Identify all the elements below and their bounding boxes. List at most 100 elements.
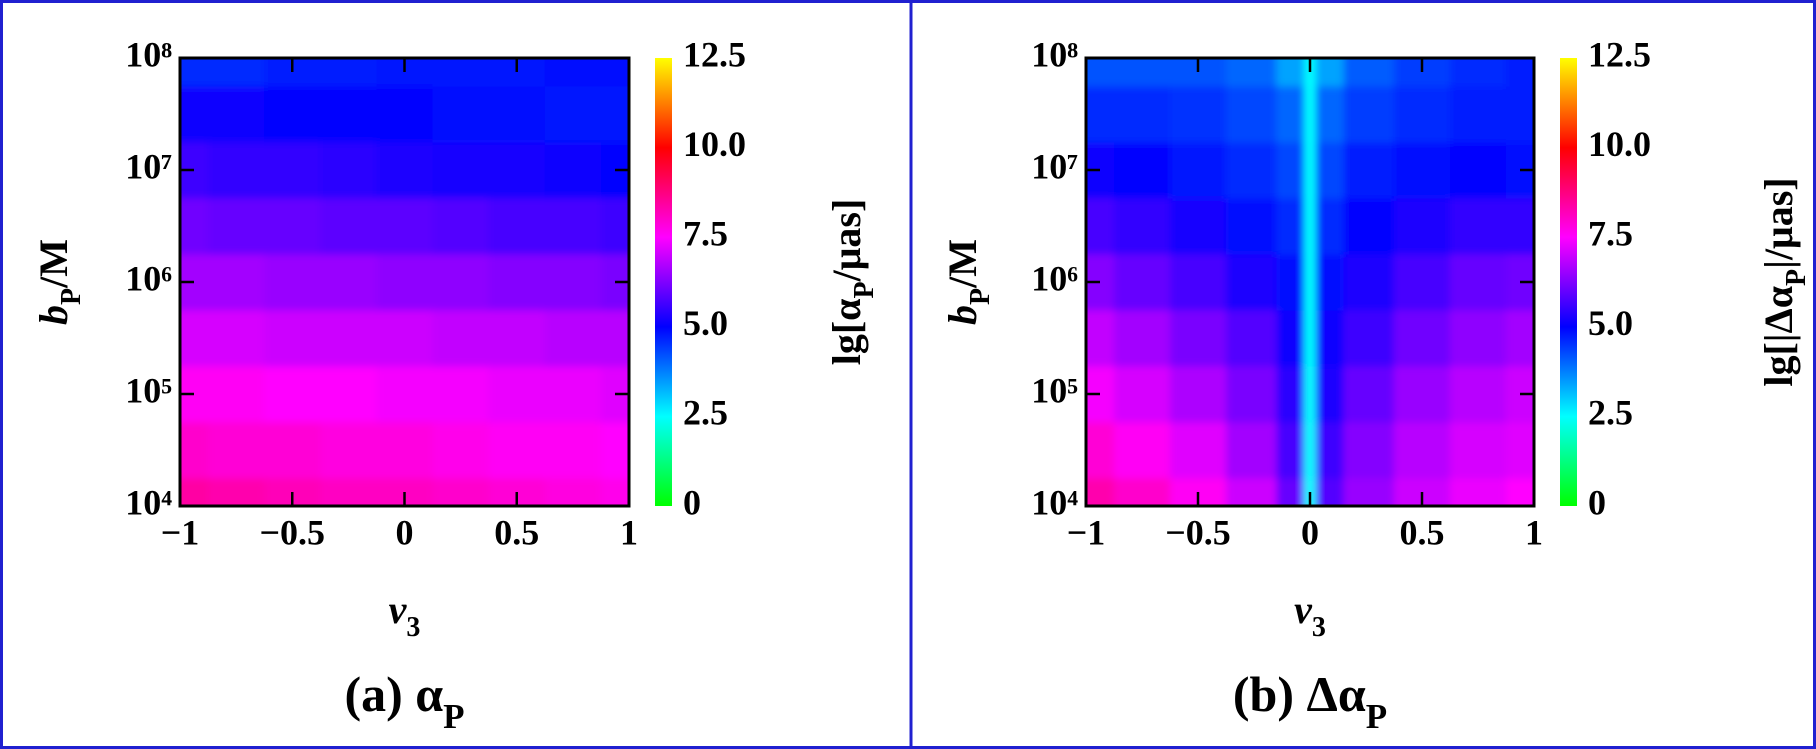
y-axis-label-part: b	[940, 305, 985, 325]
y-tick-label: 10⁸	[125, 34, 172, 74]
heatmap-cell	[1394, 142, 1451, 199]
heatmap-cell	[1450, 309, 1507, 367]
heatmap-cell	[1315, 421, 1345, 479]
heatmap-cell	[208, 477, 265, 506]
heatmap-cell	[544, 254, 602, 311]
y-tick-label: 10⁴	[125, 482, 172, 522]
heatmap-cell	[1226, 58, 1277, 87]
heatmap-cell	[1170, 86, 1227, 143]
heatmap-cell	[1276, 309, 1305, 367]
heatmap-cell	[208, 254, 265, 311]
heatmap-cell	[544, 198, 602, 255]
heatmap-cell	[1276, 365, 1305, 423]
heatmap-cell	[544, 142, 602, 199]
heatmap-cell	[1394, 365, 1451, 423]
heatmap-cell	[1170, 142, 1227, 199]
heatmap-cell	[1343, 421, 1395, 479]
y-axis-label-part: /M	[31, 239, 76, 289]
heatmap-cell	[1450, 142, 1507, 199]
colorbar-label: lg[|ΔαP|/μas]	[1756, 177, 1812, 386]
colorbar-label-part: lg[|Δα	[1756, 286, 1801, 387]
heatmap-cell	[1343, 477, 1395, 506]
heatmap-cell	[1086, 477, 1115, 506]
x-tick-label: 1	[620, 512, 638, 552]
heatmap-cell	[1114, 58, 1171, 87]
x-tick-label: 0.5	[1400, 512, 1445, 552]
heatmap-cell	[208, 198, 265, 255]
y-tick-label: 10⁷	[1031, 146, 1078, 186]
heatmap-cell	[432, 477, 490, 506]
colorbar	[655, 58, 672, 506]
heatmap-cell	[1170, 421, 1227, 479]
heatmap-cell	[488, 309, 546, 367]
heatmap-cell	[1394, 86, 1451, 143]
colorbar-tick-label: 7.5	[1588, 213, 1633, 253]
heatmap-cell	[1226, 365, 1277, 423]
heatmap-cell	[432, 254, 490, 311]
heatmap-cell	[1394, 309, 1451, 367]
heatmap-cell	[376, 254, 434, 311]
heatmap-cell	[600, 421, 629, 479]
heatmap-cell	[1450, 198, 1507, 255]
colorbar-tick-label: 0	[1588, 482, 1606, 522]
heatmap-cell	[1114, 477, 1171, 506]
y-tick-label: 10⁷	[125, 146, 172, 186]
heatmap-cell	[1343, 309, 1395, 367]
heatmap-cell	[264, 198, 321, 255]
heatmap-cell	[488, 142, 546, 199]
heatmap-cell	[376, 309, 434, 367]
heatmap-cell	[1226, 198, 1277, 255]
heatmap-cell	[432, 365, 490, 423]
colorbar-label: lg[αP/μas]	[824, 199, 880, 366]
heatmap-cell	[320, 309, 377, 367]
heatmap-cell	[208, 421, 265, 479]
heatmap-cell	[180, 477, 209, 506]
heatmap-cell	[1276, 254, 1305, 311]
heatmap-cell	[1170, 309, 1227, 367]
heatmap-cell	[600, 86, 629, 143]
heatmap-cell	[544, 365, 602, 423]
heatmap-cell	[376, 421, 434, 479]
heatmap-cell	[1343, 198, 1395, 255]
heatmap-cell	[1506, 309, 1534, 367]
heatmap-cell	[180, 421, 209, 479]
heatmap-cell	[432, 142, 490, 199]
panel-caption-part: P	[443, 697, 464, 736]
heatmap-cell	[1086, 309, 1115, 367]
heatmap-cell	[1450, 254, 1507, 311]
heatmap-cell	[432, 58, 490, 87]
heatmap-cell	[376, 142, 434, 199]
x-tick-label: 1	[1525, 512, 1543, 552]
heatmap-cell	[1304, 198, 1317, 255]
heatmap-cell	[1276, 142, 1305, 199]
colorbar-label-part: lg[α	[824, 299, 869, 366]
heatmap-cell	[600, 309, 629, 367]
heatmap-cell	[488, 198, 546, 255]
colorbar-tick-label: 2.5	[1588, 393, 1633, 433]
heatmap-cells	[180, 58, 629, 506]
heatmap-cell	[488, 421, 546, 479]
heatmap-cell	[1304, 142, 1317, 199]
y-tick-label: 10⁵	[1031, 370, 1078, 410]
y-tick-label: 10⁶	[125, 258, 172, 298]
heatmap-cell	[1343, 86, 1395, 143]
heatmap-cell	[544, 86, 602, 143]
heatmap-cell	[1114, 421, 1171, 479]
panel-caption: (a) αP	[344, 666, 464, 735]
heatmap-cell	[1315, 309, 1345, 367]
heatmap-cell	[1086, 58, 1115, 87]
heatmap-cell	[1086, 421, 1115, 479]
heatmap-cell	[1315, 254, 1345, 311]
heatmap-cell	[1114, 309, 1171, 367]
heatmap-cell	[208, 309, 265, 367]
heatmap-cell	[1315, 477, 1345, 506]
heatmap-cell	[320, 58, 377, 87]
heatmap-cell	[1394, 198, 1451, 255]
x-tick-label: −0.5	[259, 512, 325, 552]
heatmap-cell	[1394, 254, 1451, 311]
heatmap-cell	[376, 365, 434, 423]
colorbar-tick-label: 12.5	[1588, 34, 1651, 74]
colorbar	[1560, 58, 1577, 506]
colorbar-tick-label: 0	[683, 482, 701, 522]
